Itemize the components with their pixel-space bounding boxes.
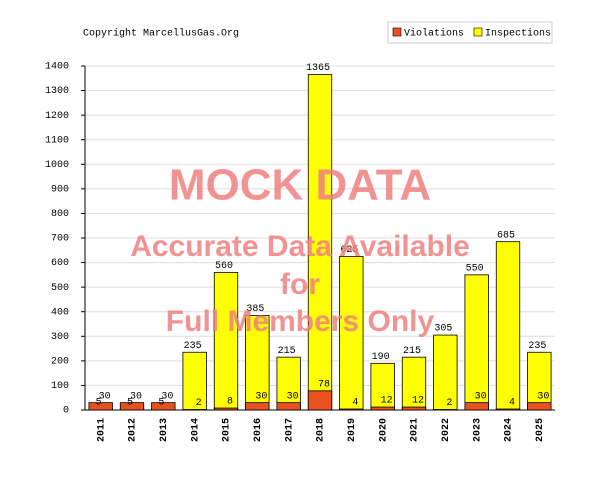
legend-label: Inspections [485,28,551,40]
value-label: 4 [509,398,515,409]
bar [276,402,301,411]
bar [119,402,145,411]
x-tick-label: 2011 [96,418,107,442]
value-label: 78 [318,379,330,390]
value-label: 30 [255,391,267,402]
watermark: Full Members Only [166,305,435,338]
value-label: 560 [215,261,233,272]
value-label: 215 [278,346,296,357]
value-label: 190 [372,352,390,363]
value-label: 30 [475,391,487,402]
bar [527,402,552,411]
bar [464,402,489,411]
value-label: 30 [99,391,111,402]
value-label: 235 [184,341,202,352]
value-label: 5 [158,397,164,408]
bar [370,406,395,411]
bar [401,406,427,411]
value-label: 685 [497,230,515,241]
value-label: 8 [227,397,233,408]
value-label: 1365 [306,63,330,74]
x-tick-label: 2013 [159,418,170,442]
watermark: for [280,268,320,301]
y-tick-label: 0 [63,406,69,417]
y-tick-label: 1100 [45,135,69,146]
value-label: 385 [246,304,264,315]
watermark: MOCK DATA [169,161,431,210]
bar [339,408,364,411]
value-label: 550 [466,263,484,274]
y-tick-label: 400 [51,307,69,318]
value-label: 5 [127,397,133,408]
bar [213,407,239,411]
copyright: Copyright MarcellusGas.Org [83,28,239,40]
value-label: 5 [96,397,102,408]
legend-label: Violations [404,28,464,40]
value-label: 2 [196,398,202,409]
y-tick-label: 1000 [45,160,69,171]
legend-box [387,21,553,44]
value-label: 215 [403,346,421,357]
legend-swatch [392,27,402,37]
value-label: 625 [340,245,358,256]
y-tick-label: 800 [51,209,69,220]
x-tick-label: 2020 [378,418,389,442]
x-tick-label: 2022 [441,418,452,442]
bar [88,402,113,411]
legend-swatch [473,27,483,37]
x-tick-label: 2018 [316,418,327,442]
x-tick-label: 2024 [504,418,515,442]
y-tick-label: 500 [51,283,69,294]
bar [307,390,333,411]
value-label: 30 [161,391,173,402]
value-label: 4 [352,398,358,409]
x-tick-label: 2015 [222,418,233,442]
bar [245,402,270,411]
x-tick-label: 2023 [472,418,483,442]
x-tick-label: 2016 [253,418,264,442]
value-label: 30 [537,391,549,402]
bar [151,402,176,411]
y-tick-label: 1400 [45,62,69,73]
value-label: 12 [381,396,393,407]
value-label: 235 [528,341,546,352]
value-label: 30 [130,391,142,402]
bar [495,408,521,411]
y-tick-label: 1300 [45,86,69,97]
y-tick-label: 100 [51,381,69,392]
value-label: 305 [434,324,452,335]
x-tick-label: 2019 [347,418,358,442]
x-tick-label: 2014 [190,418,201,442]
y-tick-label: 900 [51,184,69,195]
x-tick-label: 2017 [284,418,295,442]
legend: Violations Inspections [387,21,553,44]
value-label: 30 [287,391,299,402]
watermark: Accurate Data Available [130,230,470,263]
x-tick-label: 2025 [535,418,546,442]
y-tick-label: 1200 [45,111,69,122]
value-label: 2 [446,398,452,409]
bar [182,351,207,411]
x-tick-label: 2021 [410,418,421,442]
x-tick-label: 2012 [128,418,139,442]
bar [213,271,239,411]
value-label: 12 [412,396,424,407]
y-tick-label: 600 [51,258,69,269]
y-tick-label: 200 [51,356,69,367]
y-tick-label: 300 [51,332,69,343]
bar [495,241,521,411]
bar [464,274,489,411]
y-tick-label: 700 [51,234,69,245]
